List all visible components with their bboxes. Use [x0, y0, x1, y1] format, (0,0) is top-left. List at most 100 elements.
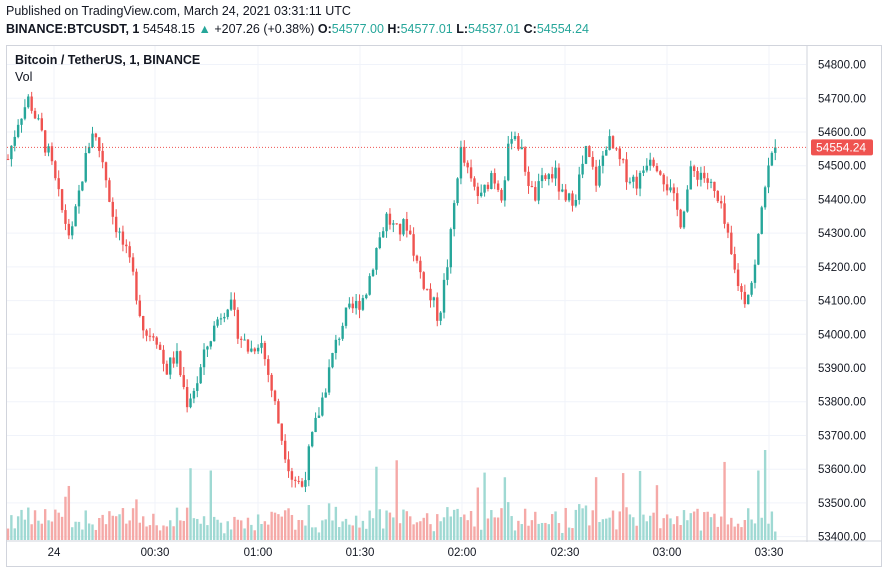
volume-bar: [226, 521, 229, 540]
volume-bar: [635, 525, 638, 540]
candle-body: [348, 303, 351, 308]
candle-body: [676, 193, 679, 210]
time-tick-label: 01:30: [346, 547, 375, 559]
candle-body: [351, 303, 354, 309]
volume-bar: [547, 524, 550, 540]
volume-bar: [348, 524, 351, 540]
candle-body: [774, 147, 777, 153]
change-value: +207.26 (+0.38%): [214, 22, 315, 36]
volume-bar: [6, 528, 10, 540]
candle-body: [520, 147, 523, 150]
volume-bar: [429, 524, 432, 540]
volume-bar: [473, 526, 476, 540]
volume-bar: [37, 520, 40, 540]
candle-body: [270, 374, 273, 391]
candle-body: [108, 180, 111, 202]
volume-bar: [94, 529, 98, 540]
candle-body: [513, 136, 517, 140]
candle-body: [692, 166, 696, 172]
volume-bar: [108, 511, 111, 540]
price-tick-label: 53800.00: [818, 397, 866, 409]
volume-bar: [432, 531, 436, 540]
candle-body: [392, 223, 395, 225]
volume-bar: [27, 507, 30, 540]
candle-body: [557, 167, 561, 192]
candle-body: [733, 254, 736, 270]
volume-bar: [402, 509, 405, 540]
candle-body: [615, 148, 618, 150]
legend-volume[interactable]: Vol: [15, 70, 33, 84]
candle-body: [578, 174, 581, 201]
chart-frame[interactable]: [6, 45, 882, 567]
candle-body: [60, 189, 64, 211]
candle-body: [496, 183, 500, 190]
candle-body: [628, 181, 632, 183]
candle-body: [206, 346, 209, 350]
volume-bar: [530, 520, 534, 540]
candle-body: [182, 375, 185, 388]
volume-bar: [625, 507, 628, 540]
price-tick-label: 54300.00: [818, 228, 866, 240]
volume-bar: [121, 508, 125, 540]
candle-body: [128, 246, 131, 258]
candle-body: [81, 181, 84, 191]
volume-bar: [277, 514, 280, 540]
candle-body: [564, 189, 567, 201]
time-axis[interactable]: 24 00:30 01:00 01:30 02:00 02:30 03:00 03:30: [48, 547, 784, 559]
volume-bar: [696, 508, 699, 540]
candle-body: [260, 342, 263, 348]
volume-bar: [155, 525, 158, 540]
candle-body: [300, 481, 304, 487]
volume-bar: [280, 516, 283, 540]
candle-body: [385, 213, 388, 232]
volume-bar: [10, 515, 13, 540]
volume-bar: [571, 528, 574, 540]
candle-body: [10, 145, 13, 160]
candle-body: [361, 298, 365, 310]
candle-body: [706, 178, 709, 183]
volume-bar: [679, 525, 682, 540]
volume-bar: [415, 522, 419, 540]
candle-body: [523, 147, 527, 172]
candle-body: [162, 349, 165, 364]
candle-body: [16, 124, 20, 137]
candle-body: [192, 390, 196, 399]
candle-body: [297, 480, 300, 482]
candle-body: [456, 178, 459, 204]
candle-body: [493, 173, 496, 184]
volume-bar: [726, 524, 730, 540]
candle-body: [696, 171, 699, 180]
volume-bar: [527, 525, 530, 540]
candle-body: [439, 312, 442, 321]
volume-bar: [645, 521, 649, 540]
candle-body: [114, 216, 118, 233]
volume-bar: [733, 526, 736, 540]
candle-body: [500, 189, 503, 201]
symbol-label[interactable]: BINANCE:BTCUSDT, 1: [6, 22, 140, 36]
volume-bar: [503, 477, 507, 540]
candlesticks: [6, 91, 777, 493]
volume-bar: [192, 518, 196, 540]
candle-body: [111, 201, 114, 217]
volume-bar: [223, 533, 226, 540]
volume-bar: [87, 523, 91, 540]
volume-bar: [395, 460, 398, 540]
volume-bar: [459, 517, 463, 540]
volume-bar: [185, 507, 189, 540]
volume-bar: [422, 517, 425, 540]
low-value: 54537.01: [468, 22, 521, 36]
published-text: Published on TradingView.com, March 24, …: [6, 4, 351, 18]
candle-body: [280, 423, 283, 441]
candle-body: [662, 174, 665, 185]
volume-bar: [321, 520, 324, 540]
candle-body: [760, 207, 763, 234]
volume-bar: [452, 509, 456, 540]
price-axis[interactable]: 54800.00 54700.00 54600.00 54500.00 54400.00…: [818, 60, 866, 544]
volume-bar: [260, 524, 263, 540]
volume-bar: [317, 532, 321, 540]
volume-bar: [608, 517, 611, 540]
volume-bar: [169, 520, 172, 540]
candle-body: [71, 226, 74, 236]
legend-title[interactable]: Bitcoin / TetherUS, 1, BINANCE: [15, 53, 201, 67]
